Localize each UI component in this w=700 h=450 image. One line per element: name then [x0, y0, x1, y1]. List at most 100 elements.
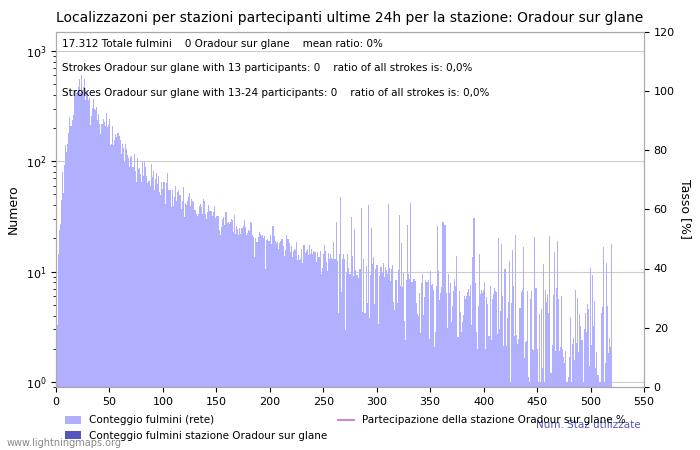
Bar [354, 229, 355, 450]
Bar [454, 279, 455, 450]
Bar [605, 363, 606, 450]
Bar [547, 294, 548, 450]
Bar [153, 171, 154, 450]
Bar [467, 292, 468, 450]
Bar [484, 282, 485, 450]
Bar [390, 281, 391, 450]
Bar [421, 284, 422, 450]
Bar [295, 250, 296, 450]
Bar [231, 219, 232, 450]
Bar [394, 310, 395, 450]
Bar [470, 285, 471, 450]
Bar [106, 113, 107, 450]
Bar [299, 260, 300, 450]
Bar [510, 382, 511, 450]
Bar [178, 190, 179, 450]
Bar [508, 302, 509, 450]
Bar [419, 292, 420, 450]
Bar [446, 293, 447, 450]
Bar [83, 87, 84, 450]
Bar [513, 286, 514, 450]
Bar [111, 144, 112, 450]
Bar [78, 87, 79, 450]
Bar [235, 234, 236, 450]
Bar [586, 332, 587, 450]
Bar [541, 309, 542, 450]
Bar [602, 306, 603, 450]
Bar [525, 342, 526, 450]
Bar [265, 269, 266, 450]
Bar [264, 236, 265, 450]
Bar [529, 382, 530, 450]
Bar [589, 366, 590, 450]
Bar [371, 228, 372, 450]
Bar [328, 252, 329, 450]
Bar [435, 333, 436, 450]
Bar [434, 347, 435, 450]
Bar [81, 75, 82, 450]
Bar [227, 223, 228, 450]
Bar [73, 115, 74, 450]
Bar [288, 243, 290, 450]
Bar [552, 295, 554, 450]
Bar [237, 229, 238, 450]
Bar [134, 171, 136, 450]
Bar [519, 308, 521, 450]
Bar [190, 206, 191, 450]
Bar [181, 201, 183, 450]
Bar [432, 284, 433, 450]
Bar [154, 189, 155, 450]
Bar [108, 125, 109, 450]
Bar [381, 267, 382, 450]
Bar [449, 293, 450, 450]
Bar [607, 306, 608, 450]
Bar [238, 235, 239, 450]
Text: Num. Staz utilizzate: Num. Staz utilizzate [536, 420, 640, 430]
Bar [312, 254, 313, 450]
Bar [584, 313, 586, 450]
Bar [587, 304, 588, 450]
Bar [253, 237, 254, 450]
Bar [370, 275, 371, 450]
Bar [298, 256, 299, 450]
Bar [164, 204, 166, 450]
Bar [428, 339, 430, 450]
Bar [228, 222, 229, 450]
Bar [521, 292, 522, 450]
Bar [168, 190, 169, 450]
Bar [418, 316, 419, 450]
Bar [358, 278, 359, 450]
Bar [267, 239, 268, 450]
Bar [580, 326, 582, 450]
Bar [538, 382, 539, 450]
Bar [515, 235, 516, 450]
Bar [276, 242, 278, 450]
Bar [61, 200, 62, 450]
Bar [496, 292, 497, 450]
Bar [437, 225, 438, 450]
Bar [355, 270, 356, 450]
Bar [542, 368, 543, 450]
Bar [384, 277, 385, 450]
Bar [462, 322, 463, 450]
Bar [59, 230, 60, 450]
Bar [582, 382, 584, 450]
Bar [279, 243, 280, 450]
Bar [65, 145, 66, 450]
Bar [337, 313, 339, 450]
Bar [455, 286, 456, 450]
Bar [152, 176, 153, 450]
Bar [234, 215, 235, 450]
Bar [489, 287, 491, 450]
Bar [544, 382, 545, 450]
Bar [359, 270, 360, 450]
Bar [457, 337, 458, 450]
Bar [195, 214, 197, 450]
Bar [263, 238, 264, 450]
Bar [578, 352, 580, 450]
Bar [477, 349, 478, 450]
Bar [216, 216, 217, 450]
Bar [159, 192, 160, 450]
Bar [120, 154, 122, 450]
Bar [331, 258, 332, 450]
